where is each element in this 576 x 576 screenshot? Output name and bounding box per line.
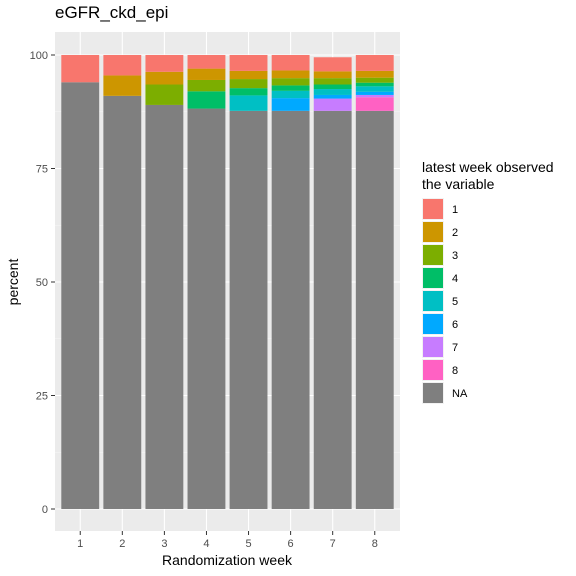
bar-segment	[229, 95, 268, 111]
legend: latest week observed the variable 1 2 3 4 5 6 7…	[422, 159, 554, 404]
y-tick-label: 50	[36, 277, 48, 289]
legend-swatch	[423, 268, 443, 288]
legend-label: 2	[452, 227, 458, 239]
x-tick-label: 1	[77, 538, 83, 550]
bar-segment	[187, 91, 226, 109]
y-axis-title: percent	[5, 259, 21, 306]
y-tick-label: 25	[36, 391, 48, 403]
legend-label: 4	[452, 273, 458, 285]
bar-segment	[187, 55, 226, 69]
bar-segment	[313, 94, 352, 99]
bar-segment	[187, 79, 226, 92]
legend-swatch	[423, 337, 443, 357]
bar-segment	[355, 91, 394, 95]
chart-title: eGFR_ckd_epi	[55, 3, 169, 22]
bar-segment	[229, 79, 268, 89]
bar-segment	[271, 55, 310, 71]
x-tick-label: 4	[203, 538, 209, 550]
bar-segment	[271, 70, 310, 79]
legend-title: the variable	[422, 176, 495, 192]
y-tick-label: 0	[42, 504, 48, 516]
legend-swatch	[423, 222, 443, 242]
axes: 0 25 50 75 100 1 2 3 4 5 6 7 8	[30, 50, 378, 550]
x-tick-label: 6	[288, 538, 294, 550]
bar-segment	[229, 110, 268, 509]
legend-label: 5	[452, 296, 458, 308]
bar-segment	[355, 86, 394, 92]
bar-segment	[229, 88, 268, 96]
bar-segment	[355, 94, 394, 98]
bar-segment	[103, 75, 142, 96]
bar-segment	[61, 82, 100, 510]
y-tick-label: 75	[36, 164, 48, 176]
legend-swatch	[423, 360, 443, 380]
bar-segment	[313, 110, 352, 509]
bar-segment	[103, 55, 142, 76]
x-tick-label: 2	[119, 538, 125, 550]
bar-segment	[271, 110, 310, 509]
bar-segment	[313, 78, 352, 85]
bar-segment	[229, 55, 268, 71]
bar-segment	[187, 108, 226, 510]
bar-segment	[229, 70, 268, 80]
x-tick-label: 3	[161, 538, 167, 550]
bar-segment	[313, 84, 352, 90]
legend-swatch	[423, 314, 443, 334]
legend-swatch	[423, 199, 443, 219]
legend-label: 8	[452, 365, 458, 377]
bar-segment	[313, 89, 352, 95]
bar-segment	[271, 98, 310, 111]
bar-segment	[355, 82, 394, 87]
bar-segment	[61, 55, 100, 83]
x-tick-label: 5	[245, 538, 251, 550]
x-tick-label: 7	[330, 538, 336, 550]
y-tick-label: 100	[30, 50, 48, 62]
legend-swatch	[423, 383, 443, 403]
bar-segment	[271, 78, 310, 86]
bar-segment	[145, 55, 184, 72]
bar-segment	[313, 98, 352, 111]
bar-segment	[313, 57, 352, 72]
bar-segment	[313, 71, 352, 79]
bar-segment	[271, 85, 310, 91]
bar-segment	[103, 95, 142, 510]
bar-segment	[271, 90, 310, 99]
x-axis-title: Randomization week	[162, 552, 293, 568]
legend-label: 3	[452, 250, 458, 262]
legend-label: 6	[452, 319, 458, 331]
legend-label: 7	[452, 342, 458, 354]
bar-segment	[145, 71, 184, 85]
bar-segment	[355, 110, 394, 509]
bar-segment	[355, 77, 394, 83]
legend-title: latest week observed	[422, 159, 554, 175]
bar-segment	[187, 68, 226, 80]
bar-segment	[355, 97, 394, 111]
legend-swatch	[423, 291, 443, 311]
x-tick-label: 8	[372, 538, 378, 550]
legend-label: 1	[452, 204, 458, 216]
bar-segment	[355, 70, 394, 78]
bars	[61, 55, 394, 510]
bar-segment	[145, 84, 184, 105]
legend-swatch	[423, 245, 443, 265]
legend-label: NA	[452, 388, 468, 400]
bar-segment	[355, 55, 394, 71]
bar-segment	[145, 104, 184, 509]
